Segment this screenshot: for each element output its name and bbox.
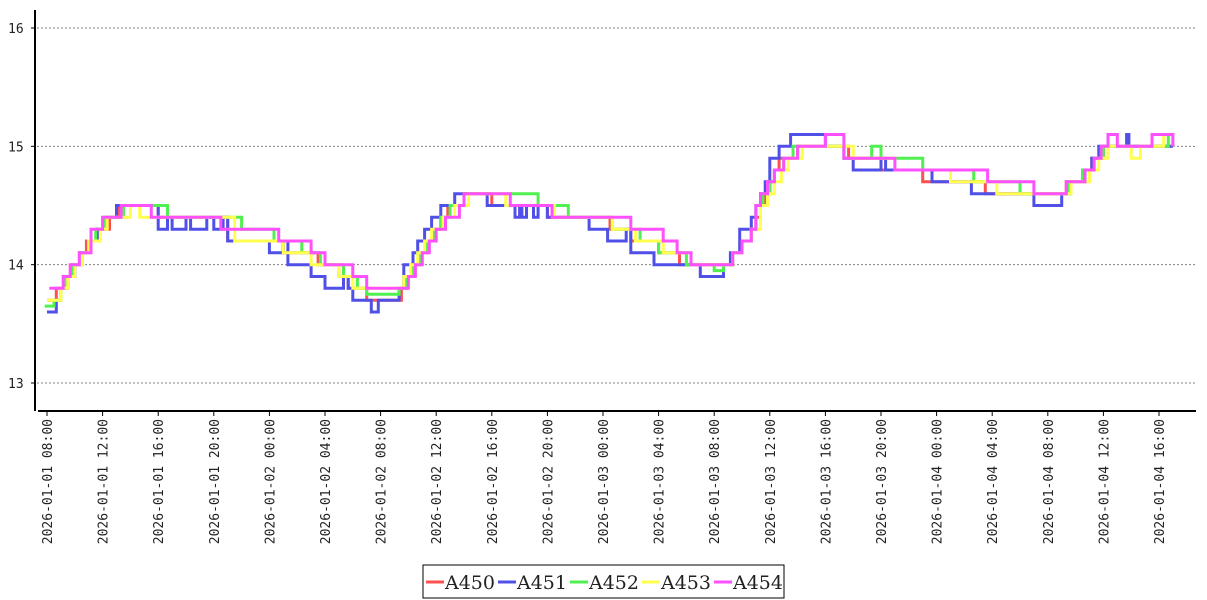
x-tick-label: 2026-01-02 04:00 xyxy=(319,419,334,544)
legend-label: A453 xyxy=(660,572,711,594)
x-tick-label: 2026-01-03 12:00 xyxy=(764,419,779,544)
x-tick-label: 2026-01-03 00:00 xyxy=(597,419,612,544)
axes xyxy=(34,10,1196,412)
plot-area xyxy=(44,133,1175,314)
x-tick-label: 2026-01-04 04:00 xyxy=(986,419,1001,544)
x-tick-label: 2026-01-02 12:00 xyxy=(430,419,445,544)
y-tick-label: 15 xyxy=(8,140,24,155)
x-tick-label: 2026-01-04 08:00 xyxy=(1042,419,1057,544)
legend-label: A450 xyxy=(444,572,495,594)
x-tick-label: 2026-01-04 12:00 xyxy=(1097,419,1112,544)
x-tick-label: 2026-01-03 08:00 xyxy=(708,419,723,544)
series-line-a451 xyxy=(47,133,1173,314)
legend-label: A454 xyxy=(732,572,783,594)
legend-label: A451 xyxy=(516,572,567,594)
x-tick-label: 2026-01-01 20:00 xyxy=(208,419,223,544)
x-tick-label: 2026-01-02 00:00 xyxy=(263,419,278,544)
x-tick-label: 2026-01-01 12:00 xyxy=(97,419,112,544)
legend: A450 A451 A452 A453 A454 xyxy=(422,564,785,599)
gridlines xyxy=(37,27,1196,384)
y-tick-label: 13 xyxy=(8,377,24,392)
series-line-a454 xyxy=(49,133,1175,290)
x-tick-label: 2026-01-04 00:00 xyxy=(931,419,946,544)
x-tick-label: 2026-01-01 16:00 xyxy=(152,419,167,544)
x-tick-label: 2026-01-02 08:00 xyxy=(375,419,390,544)
legend-label: A452 xyxy=(588,572,639,594)
series-line-a450 xyxy=(47,144,1173,302)
x-ticks: 2026-01-01 08:00 2026-01-01 12:00 2026-01-… xyxy=(41,411,1168,544)
x-tick-label: 2026-01-03 16:00 xyxy=(819,419,834,544)
x-tick-label: 2026-01-01 08:00 xyxy=(41,419,56,544)
y-tick-label: 16 xyxy=(8,22,24,37)
x-tick-label: 2026-01-02 16:00 xyxy=(486,419,501,544)
x-tick-label: 2026-01-03 04:00 xyxy=(653,419,668,544)
x-tick-label: 2026-01-03 20:00 xyxy=(875,419,890,544)
x-tick-label: 2026-01-02 20:00 xyxy=(541,419,556,544)
y-ticks: 13 14 15 16 xyxy=(8,22,35,392)
y-tick-label: 14 xyxy=(8,259,24,274)
x-tick-label: 2026-01-04 16:00 xyxy=(1153,419,1168,544)
